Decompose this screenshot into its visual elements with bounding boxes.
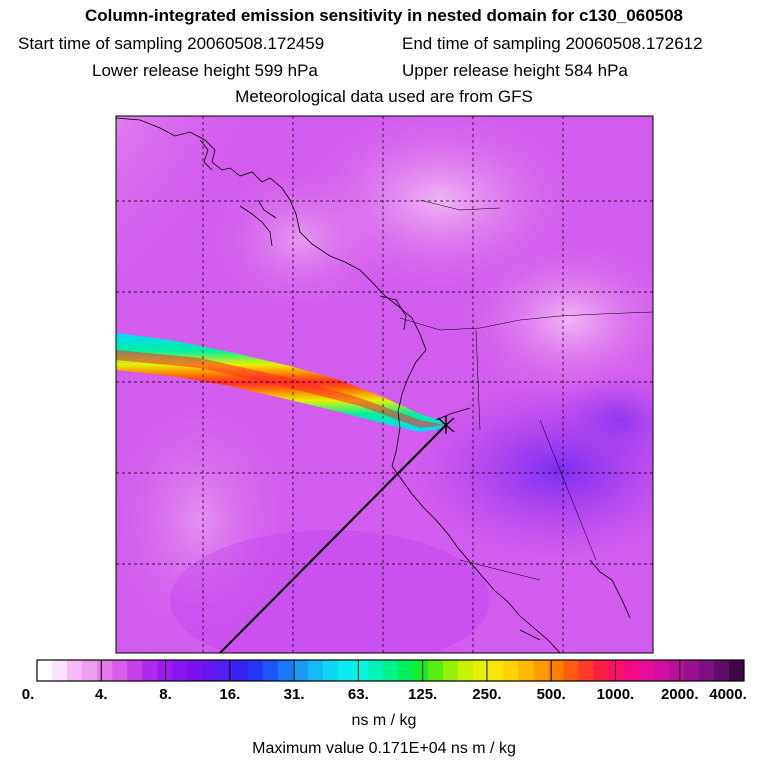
- colorbar-label: 1000.: [596, 686, 635, 703]
- maximum-value-label: Maximum value 0.171E+04 ns m / kg: [252, 740, 516, 757]
- colorbar-label: 63.: [347, 686, 369, 703]
- colorbar-swatch: [488, 660, 504, 681]
- flight-track: [219, 424, 447, 653]
- colorbar-swatch: [382, 660, 399, 681]
- colorbar-swatch: [503, 660, 519, 681]
- colorbar-label: 16.: [219, 686, 241, 703]
- lower-release-height-label: Lower release height 599 hPa: [92, 61, 318, 80]
- colorbar-swatch: [428, 660, 444, 681]
- colorbar-swatch: [292, 660, 309, 681]
- colorbar-swatch: [142, 660, 158, 681]
- colorbar-swatch: [232, 660, 249, 681]
- colorbar-swatch: [247, 660, 264, 681]
- met-data-label: Meteorological data used are from GFS: [235, 87, 533, 106]
- colorbar-swatch: [97, 660, 113, 681]
- colorbar-swatch: [413, 660, 429, 681]
- colorbar-label: 8.: [159, 686, 172, 703]
- colorbar-swatch: [112, 660, 128, 681]
- colorbar-label: 125.: [408, 686, 438, 703]
- start-time-label: Start time of sampling 20060508.172459: [18, 34, 325, 53]
- colorbar-swatch: [443, 660, 459, 681]
- colorbar-swatch: [698, 660, 715, 681]
- colorbar-swatch: [367, 660, 384, 681]
- colorbar-swatch: [713, 660, 730, 681]
- coastlines: [116, 117, 631, 653]
- map-frame: [115, 115, 654, 654]
- colorbar-swatch: [518, 660, 534, 681]
- colorbar-swatch: [548, 660, 564, 681]
- colorbar-swatch: [533, 660, 549, 681]
- upper-release-height-label: Upper release height 584 hPa: [402, 61, 628, 80]
- colorbar-label: 31.: [283, 686, 305, 703]
- field-layer: [116, 116, 653, 653]
- colorbar-swatch: [668, 660, 685, 681]
- colorbar-label: 500.: [536, 686, 566, 703]
- colorbar-swatch: [728, 660, 745, 681]
- end-time-label: End time of sampling 20060508.172612: [402, 34, 703, 53]
- colorbar-swatch: [262, 660, 279, 681]
- colorbar-label: 250.: [472, 686, 502, 703]
- colorbar-swatch: [82, 660, 98, 681]
- colorbar-swatch: [52, 660, 68, 681]
- political-borders: [399, 199, 653, 581]
- colorbar-swatch: [277, 660, 294, 681]
- colorbar-swatch: [352, 660, 369, 681]
- release-location-marker: [437, 416, 455, 434]
- colorbar-swatch: [653, 660, 670, 681]
- colorbar-swatch: [623, 660, 640, 681]
- colorbar-swatch: [563, 660, 580, 681]
- plot-title: Column-integrated emission sensitivity i…: [84, 6, 684, 25]
- colorbar-swatch: [593, 660, 610, 681]
- colorbar-swatch: [578, 660, 595, 681]
- colorbar-swatch: [638, 660, 655, 681]
- colorbar-swatch: [172, 660, 188, 681]
- colorbar-swatch: [473, 660, 489, 681]
- colorbar-label: 4.: [95, 686, 108, 703]
- colorbar-swatch: [322, 660, 339, 681]
- colorbar: [36, 659, 745, 682]
- colorbar-label: 4000.: [709, 686, 747, 703]
- colorbar-swatch: [337, 660, 354, 681]
- colorbar-frame: [36, 659, 745, 682]
- colorbar-swatch: [398, 660, 414, 681]
- colorbar-swatch: [67, 660, 83, 681]
- colorbar-swatch: [187, 660, 203, 681]
- colorbar-swatch: [127, 660, 143, 681]
- colorbar-swatch: [683, 660, 700, 681]
- colorbar-label: 0.: [21, 686, 35, 703]
- colorbar-swatch: [307, 660, 324, 681]
- colorbar-swatch: [608, 660, 625, 681]
- colorbar-swatch: [37, 660, 53, 681]
- colorbar-swatch: [217, 660, 234, 681]
- colorbar-units: ns m / kg: [351, 712, 417, 729]
- colorbar-swatch: [458, 660, 474, 681]
- colorbar-label: 2000.: [660, 686, 699, 703]
- colorbar-swatch: [202, 660, 219, 681]
